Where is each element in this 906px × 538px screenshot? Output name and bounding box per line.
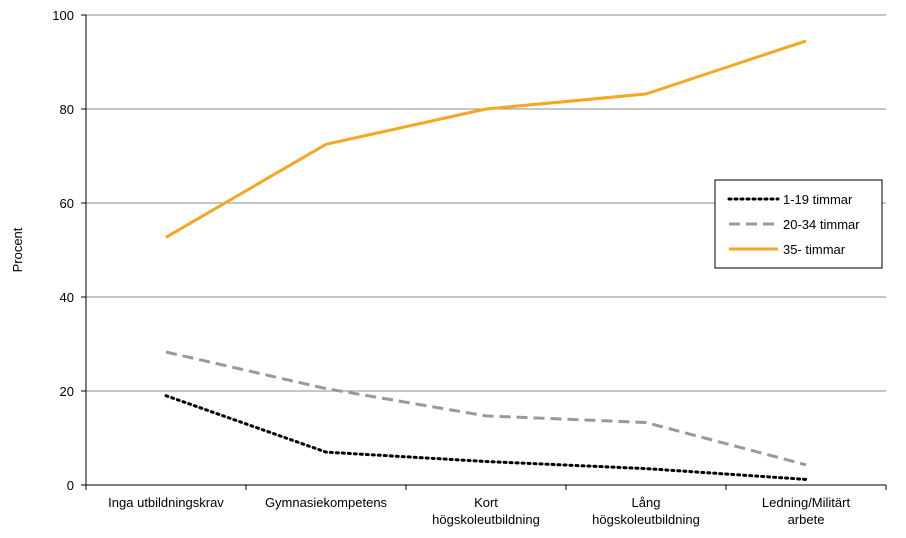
- y-tick-label-60: 60: [60, 196, 74, 211]
- legend: 1-19 timmar 20-34 timmar 35- timmar: [714, 179, 883, 269]
- legend-label-1: 20-34 timmar: [783, 217, 860, 232]
- legend-label-0: 1-19 timmar: [783, 192, 853, 207]
- legend-box: [714, 179, 883, 269]
- x-tick-label-0: Inga utbildningskrav: [108, 495, 224, 510]
- legend-label-2: 35- timmar: [783, 242, 846, 257]
- y-tick-label-40: 40: [60, 290, 74, 305]
- x-tick-label-3: Lång högskoleutbildning: [592, 495, 700, 527]
- y-tick-label-100: 100: [52, 8, 74, 23]
- x-tick-labels: Inga utbildningskrav Gymnasiekompetens Kor…: [108, 495, 850, 527]
- y-tick-label-0: 0: [67, 478, 74, 493]
- axes: [81, 14, 887, 490]
- y-tick-labels: 0 20 40 60 80 100: [52, 8, 74, 493]
- x-tick-label-2: Kort högskoleutbildning: [432, 495, 540, 527]
- series-line-0: [164, 394, 808, 481]
- series-line-2: [165, 39, 807, 239]
- series-line-1: [165, 350, 807, 467]
- x-tick-label-1: Gymnasiekompetens: [265, 495, 388, 510]
- y-axis-label: Procent: [10, 227, 25, 272]
- y-tick-label-80: 80: [60, 102, 74, 117]
- y-tick-label-20: 20: [60, 384, 74, 399]
- series-lines: [164, 39, 808, 481]
- x-tick-label-4: Ledning/Militärt arbete: [762, 495, 851, 527]
- gridlines: [86, 14, 886, 392]
